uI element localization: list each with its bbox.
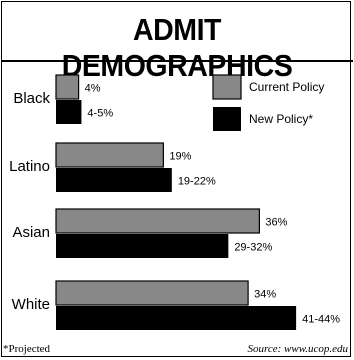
bar-black-new bbox=[56, 100, 82, 124]
bar-black-current bbox=[55, 74, 80, 100]
category-label-white: White bbox=[12, 296, 50, 313]
data-label-black-new: 4-5% bbox=[87, 108, 113, 120]
category-label-latino: Latino bbox=[9, 158, 50, 175]
chart-title: ADMIT DEMOGRAPHICS bbox=[61, 12, 293, 83]
legend-swatch-current bbox=[212, 74, 242, 100]
data-label-asian-new: 29-32% bbox=[234, 242, 272, 254]
footnote: *Projected bbox=[3, 343, 51, 355]
data-label-white-new: 41-44% bbox=[302, 314, 340, 326]
bar-white-new bbox=[56, 306, 297, 330]
bar-asian-new bbox=[56, 234, 229, 258]
source-note: Source: www.ucop.edu bbox=[247, 343, 348, 355]
category-label-asian: Asian bbox=[12, 224, 50, 241]
bar-white-current bbox=[55, 280, 249, 306]
legend-swatch-new bbox=[213, 107, 241, 131]
title-divider bbox=[1, 60, 353, 62]
bar-latino-new bbox=[56, 168, 172, 192]
data-label-white-current: 34% bbox=[254, 289, 276, 301]
data-label-latino-current: 19% bbox=[169, 151, 191, 163]
data-label-latino-new: 19-22% bbox=[178, 176, 216, 188]
data-label-asian-current: 36% bbox=[265, 217, 287, 229]
bar-latino-current bbox=[55, 142, 164, 168]
data-label-black-current: 4% bbox=[85, 83, 101, 95]
category-label-black: Black bbox=[13, 90, 50, 107]
legend-label-current: Current Policy bbox=[249, 80, 324, 94]
bar-asian-current bbox=[55, 208, 260, 234]
legend-label-new: New Policy* bbox=[249, 112, 313, 126]
